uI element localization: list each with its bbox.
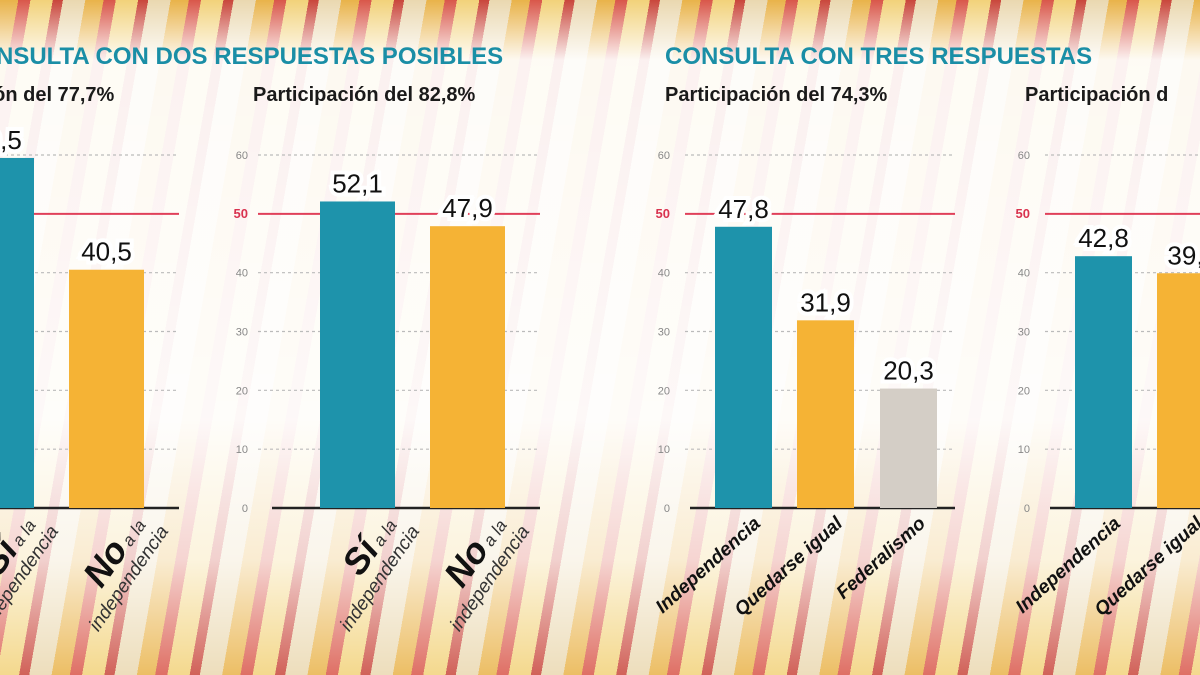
section-title-three-answers: CONSULTA CON TRES RESPUESTAS: [665, 43, 1092, 70]
y-tick-label: 20: [1018, 385, 1030, 397]
chart-title: Participación del 74,3%: [665, 84, 888, 106]
y-tick-label: 30: [236, 327, 248, 339]
chart-4: Participación d010203040506042,839,Indep…: [1012, 84, 1200, 621]
y-tick-label: 10: [658, 444, 670, 456]
y-tick-label: 50: [234, 206, 248, 221]
bar: [797, 320, 854, 508]
y-tick-label: 10: [1018, 444, 1030, 456]
y-tick-label: 0: [664, 503, 670, 515]
bar: [880, 388, 937, 508]
y-tick-label: 0: [242, 503, 248, 515]
chart-3: Participación del 74,3% 0 10 20 30 40 50 60 47,8…: [652, 84, 955, 621]
y-tick-label: 20: [236, 385, 248, 397]
bar: [1075, 256, 1132, 508]
data-label: 47,9: [442, 193, 493, 223]
data-label: 52,1: [332, 168, 383, 198]
bar: [320, 201, 395, 508]
bar: [0, 157, 34, 509]
y-tick-label: 60: [658, 150, 670, 162]
y-tick-label: 40: [236, 268, 248, 280]
chart-title: Participación del 82,8%: [253, 84, 476, 106]
chart-2: Participación del 82,8% 0 10 20 30 40 50 60 52,1…: [234, 84, 540, 635]
section-title-two-answers: CONSULTA CON DOS RESPUESTAS POSIBLES: [0, 43, 503, 70]
y-tick-label: 50: [1016, 206, 1030, 221]
y-tick-label: 60: [1018, 150, 1030, 162]
y-tick-label: 0: [1024, 503, 1030, 515]
y-tick-label: 30: [1018, 327, 1030, 339]
bar: [69, 269, 144, 508]
y-tick-label: 40: [658, 268, 670, 280]
data-label: 40,5: [81, 237, 132, 267]
chart-title: Participación del 77,7%: [0, 84, 115, 106]
y-tick-label: 10: [236, 444, 248, 456]
category-label: Federalismo: [833, 513, 930, 604]
category-main: Federalismo: [833, 513, 930, 604]
data-label: 59,5: [0, 125, 22, 155]
y-tick-label: 60: [236, 150, 248, 162]
data-label: 31,9: [800, 287, 851, 317]
chart-title: Participación d: [1025, 84, 1168, 106]
data-label: 42,8: [1078, 223, 1129, 253]
data-label: 47,8: [718, 194, 769, 224]
bar: [1157, 273, 1200, 508]
data-label: 39,: [1167, 240, 1200, 270]
data-label: 20,3: [883, 356, 934, 386]
bar: [715, 226, 772, 508]
y-tick-label: 30: [658, 327, 670, 339]
y-tick-label: 40: [1018, 268, 1030, 280]
y-tick-label: 20: [658, 385, 670, 397]
chart-1: Participación del 77,7%010203040506059,5…: [0, 84, 179, 635]
bar: [430, 226, 505, 508]
y-tick-label: 50: [656, 206, 670, 221]
